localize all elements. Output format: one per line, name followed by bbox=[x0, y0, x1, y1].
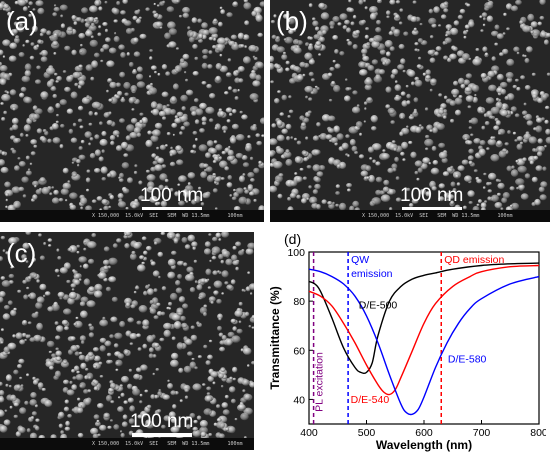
scale-bar-line-a bbox=[141, 207, 202, 211]
panel-label-c: (c) bbox=[6, 238, 37, 268]
x-tick-label: 700 bbox=[473, 427, 491, 439]
series-label: D/E-500 bbox=[359, 300, 398, 312]
y-tick-label: 60 bbox=[293, 345, 305, 357]
transmittance-chart: 400 500 600 700 800 40 60 80 100 Wavelength (nm) T… bbox=[268, 231, 546, 452]
scale-bar-b: 100 nm bbox=[400, 186, 463, 211]
series-label: D/E-580 bbox=[448, 354, 487, 366]
panel-label-a: (a) bbox=[6, 6, 38, 36]
series-line-d-e-500 bbox=[308, 262, 540, 375]
sem-info-strip-a: X 150,000 15.0kV SEI SEM WD 13.5mm 100nm bbox=[0, 210, 264, 222]
scale-bar-label-c: 100 nm bbox=[130, 411, 194, 432]
scale-bar-line-c bbox=[131, 433, 192, 437]
nanoparticle-texture bbox=[0, 0, 264, 210]
series-line-d-e-580 bbox=[308, 268, 540, 416]
y-tick-label: 40 bbox=[293, 394, 305, 406]
x-tick-label: 600 bbox=[415, 427, 433, 439]
sem-info-strip-c: X 150,000 15.0kV SEI SEM WD 13.5mm 100nm bbox=[0, 438, 254, 450]
sem-image-a: (a) 100 nm X 150,000 15.0kV SEI SEM WD 1… bbox=[0, 0, 264, 222]
scale-bar-a: 100 nm bbox=[140, 186, 203, 211]
series-label: D/E-540 bbox=[351, 394, 390, 406]
annotation-qw-emission-line2: emission bbox=[351, 268, 393, 280]
nanoparticle-texture bbox=[270, 0, 550, 210]
nanoparticle-texture bbox=[0, 232, 254, 438]
x-axis-label: Wavelength (nm) bbox=[376, 438, 472, 452]
scale-bar-label-b: 100 nm bbox=[400, 185, 464, 206]
x-tick-label: 400 bbox=[300, 427, 318, 439]
y-tick-label: 80 bbox=[293, 296, 305, 308]
x-tick-label: 800 bbox=[530, 427, 546, 439]
y-axis-label: Transmittance (%) bbox=[268, 286, 282, 389]
panel-label-b: (b) bbox=[276, 6, 308, 36]
x-tick-label: 500 bbox=[358, 427, 376, 439]
annotation-qd-emission: QD emission bbox=[444, 254, 504, 266]
sem-image-c: (c) 100 nm X 150,000 15.0kV SEI SEM WD 1… bbox=[0, 232, 254, 450]
scale-bar-c: 100 nm bbox=[130, 412, 193, 437]
scale-bar-label-a: 100 nm bbox=[140, 185, 204, 206]
y-tick-label: 100 bbox=[287, 247, 305, 259]
series-line-d-e-540 bbox=[308, 264, 540, 396]
sem-image-b: (b) 100 nm X 150,000 15.0kV SEI SEM WD 1… bbox=[270, 0, 550, 222]
annotation-qw-emission: QW bbox=[351, 254, 369, 266]
panel-label-d: (d) bbox=[284, 231, 301, 247]
annotation-pl-excitation: PL excitation bbox=[314, 352, 326, 412]
scale-bar-line-b bbox=[401, 207, 462, 211]
sem-info-strip-b: X 150,000 15.0kV SEI SEM WD 13.5mm 100nm bbox=[270, 210, 550, 222]
